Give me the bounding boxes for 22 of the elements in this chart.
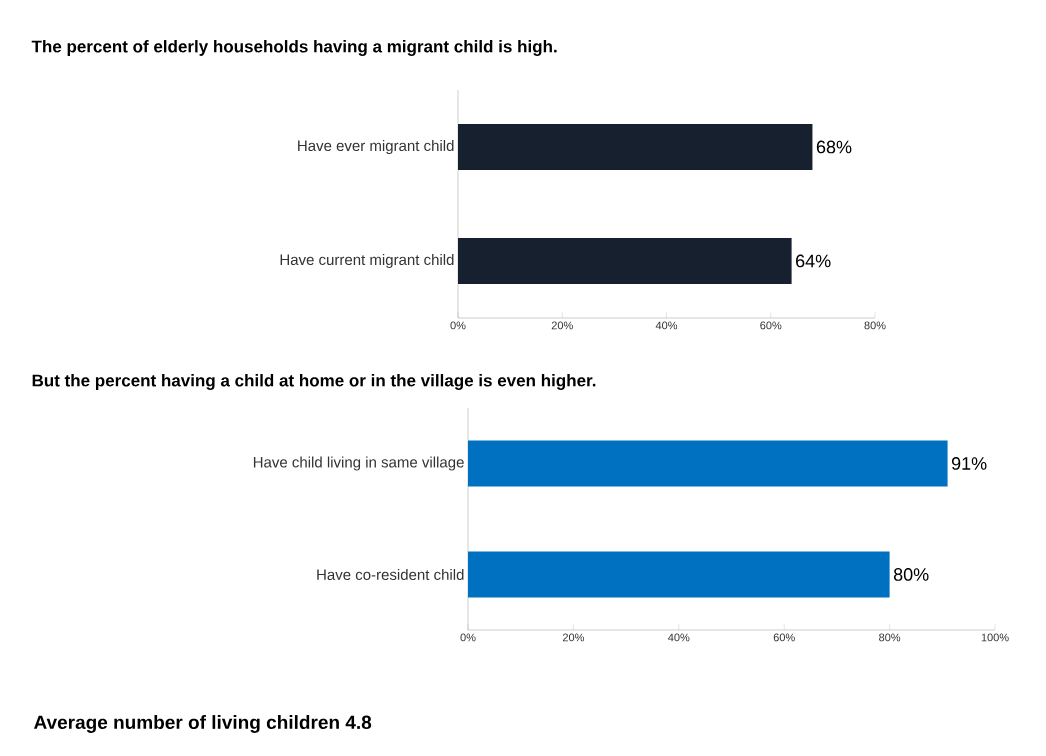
text: But the percent having a child at home or in the village is even higher. (32, 374, 596, 390)
text: Average number of living children 4.8 (34, 715, 372, 733)
x-tick-label: 100% (981, 633, 1009, 642)
x-tick-label: 0% (460, 633, 476, 642)
x-tick-label: 40% (668, 633, 690, 642)
text: The percent of elderly households having a migrant child is high. (31, 40, 557, 56)
y-tick-label: Have current migrant child (280, 254, 454, 268)
y-tick-label: Have child living in same village (253, 456, 464, 471)
data-label: 91% (951, 457, 987, 470)
y-tick-label: Have ever migrant child (298, 140, 454, 154)
data-label: 68% (816, 140, 852, 154)
x-tick-label: 60% (773, 633, 795, 642)
x-tick-label: 40% (655, 321, 678, 330)
x-tick-label: 60% (760, 321, 782, 330)
x-tick-label: 20% (562, 633, 585, 642)
y-tick-label: Have co-resident child (317, 569, 464, 581)
x-tick-label: 0% (450, 321, 466, 330)
data-label: 80% (893, 568, 929, 581)
data-label: 64% (796, 254, 831, 268)
x-tick-label: 20% (551, 321, 573, 330)
x-tick-label: 80% (879, 633, 901, 642)
x-tick-label: 80% (864, 321, 886, 330)
